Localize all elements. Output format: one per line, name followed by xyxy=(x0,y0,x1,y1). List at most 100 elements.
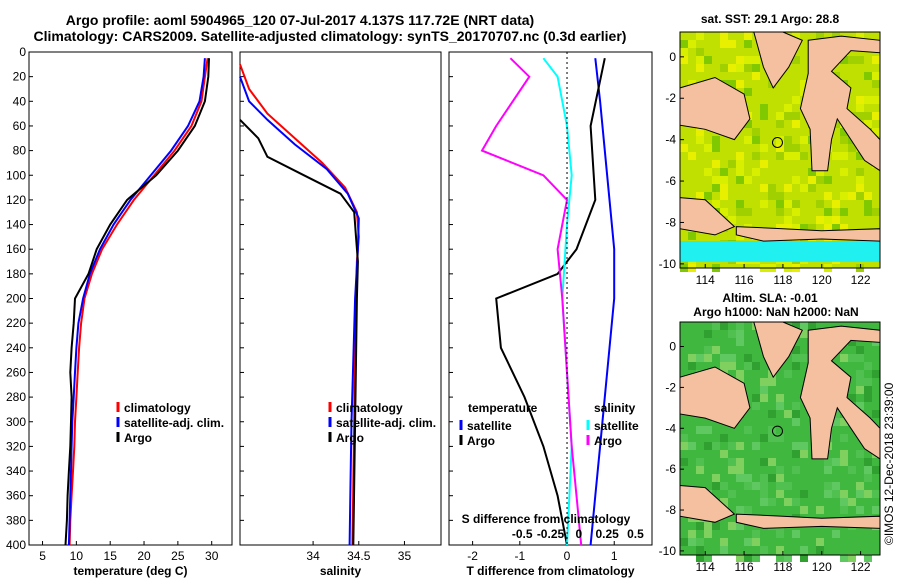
sst_map-cell xyxy=(680,40,688,48)
sst_map-cell xyxy=(688,152,696,160)
sla_map-frame xyxy=(679,321,881,556)
temperature-xlabel: temperature (deg C) xyxy=(73,564,187,578)
sla_map-cell xyxy=(712,442,720,450)
difference-xlabel: T difference from climatology xyxy=(466,564,634,578)
sla_map-cell xyxy=(760,474,768,482)
sla_map-cell xyxy=(712,474,720,482)
sst_map-cell xyxy=(752,168,760,176)
sla_map-cell xyxy=(792,450,800,458)
sst_map-cell xyxy=(776,224,784,232)
temperature-xtick-label: 10 xyxy=(70,549,84,563)
sla_map-cell xyxy=(704,442,712,450)
sla_map-xtick-label: 122 xyxy=(851,560,871,574)
sst_map-cell xyxy=(696,192,704,200)
sla_map-cell xyxy=(728,458,736,466)
sst_map-cell xyxy=(736,208,744,216)
difference-xtick-label: -1 xyxy=(514,549,525,563)
sla_map-cell xyxy=(864,466,872,474)
sst_map-cell xyxy=(696,56,704,64)
sla_map-cell xyxy=(736,458,744,466)
sla_map-cell xyxy=(768,434,776,442)
sst_map-cell xyxy=(744,88,752,96)
sla_map-ytick-label: -4 xyxy=(665,421,676,435)
sst_map-cell xyxy=(768,192,776,200)
sst_map-cell xyxy=(736,160,744,168)
sst_map-cell xyxy=(784,216,792,224)
sla_map-cell xyxy=(728,354,736,362)
sla_map-cell xyxy=(792,418,800,426)
sst_map-cell xyxy=(864,72,872,80)
sst_map-cell xyxy=(800,80,808,88)
sla_map-cell xyxy=(704,530,712,538)
salinity-xtick-label: 34.5 xyxy=(347,549,371,563)
sla_map-cell xyxy=(856,482,864,490)
sla_map-cell xyxy=(728,490,736,498)
difference-series-t-argo xyxy=(495,57,606,546)
sla_map-cell xyxy=(768,498,776,506)
salinity-legend-label: Argo xyxy=(336,431,364,445)
sla_map-cell xyxy=(816,506,824,514)
sla_map-cell xyxy=(808,322,816,330)
sla_map-cell xyxy=(744,538,752,546)
temperature-ytick-label: 260 xyxy=(6,365,26,379)
sla_map-cell xyxy=(800,506,808,514)
sst_map-cell xyxy=(864,192,872,200)
sla_map-cell xyxy=(712,346,720,354)
temperature-ytick-label: 340 xyxy=(6,464,26,478)
temperature-ytick-label: 360 xyxy=(6,489,26,503)
sst_map-cell xyxy=(704,168,712,176)
sla_map-cell xyxy=(856,354,864,362)
diff-legend-salinity-title: salinity xyxy=(594,401,636,415)
sla_map-cell xyxy=(824,482,832,490)
sst_map-cell xyxy=(792,176,800,184)
sst_map-cell xyxy=(760,104,768,112)
sst_map-cell xyxy=(784,112,792,120)
temperature-series-satellite-adj--clim- xyxy=(67,58,206,546)
sst_map-cell xyxy=(848,144,856,152)
sst_map-cell xyxy=(736,176,744,184)
sla_map-cell xyxy=(752,442,760,450)
sst_map-cell xyxy=(856,152,864,160)
sla_map-cell xyxy=(832,418,840,426)
sst_map-cell xyxy=(864,200,872,208)
sla-map-title-2: Argo h1000: NaN h2000: NaN xyxy=(693,305,858,319)
sla_map-cell xyxy=(712,522,720,530)
sst_map-cell xyxy=(720,184,728,192)
sla_map-cell xyxy=(776,394,784,402)
sla_map-cell xyxy=(760,546,768,554)
sst_map-cell xyxy=(840,192,848,200)
sst_map-cell xyxy=(856,192,864,200)
sla_map-cell xyxy=(704,522,712,530)
sst_map-cell xyxy=(816,168,824,176)
sst_map-cell xyxy=(856,112,864,120)
sla_map-cell xyxy=(760,378,768,386)
sla_map-cell xyxy=(744,554,752,562)
sst_map-cell xyxy=(744,208,752,216)
sst_map-cell xyxy=(712,176,720,184)
sst_map-xtick-label: 114 xyxy=(696,273,715,287)
sst_map-cell xyxy=(720,208,728,216)
sla_map-cell xyxy=(720,362,728,370)
sst_map-cell xyxy=(792,208,800,216)
sst_map-cell xyxy=(744,32,752,40)
salinity-xlabel: salinity xyxy=(320,564,362,578)
diff-top-tick-label: -0.25 xyxy=(537,527,565,541)
sst_map-cell xyxy=(776,120,784,128)
sla_map-cell xyxy=(744,506,752,514)
sst_map-cell xyxy=(872,72,880,80)
temperature-ytick-label: 400 xyxy=(6,538,26,552)
sst_map-cell xyxy=(840,208,848,216)
sla_map-cell xyxy=(688,538,696,546)
sst_map-cell xyxy=(784,224,792,232)
sla_map-cell xyxy=(712,322,720,330)
sst_map-cell xyxy=(736,56,744,64)
sla_map-cell xyxy=(680,442,688,450)
sst_map-cell xyxy=(808,176,816,184)
salinity-xtick-label: 34 xyxy=(306,549,320,563)
sst_map-cell xyxy=(760,144,768,152)
sst_map-cell xyxy=(856,176,864,184)
sla_map-cell xyxy=(792,466,800,474)
sla_map-cell xyxy=(704,426,712,434)
temperature-ytick-label: 120 xyxy=(6,193,26,207)
sla_map-cell xyxy=(792,402,800,410)
